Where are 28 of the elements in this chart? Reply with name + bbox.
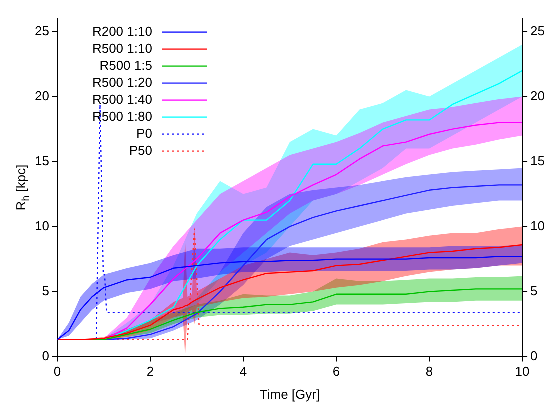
y-tick-label: 5 xyxy=(42,283,50,298)
legend-label: R500 1:40 xyxy=(92,92,152,107)
y-axis-title: Rh [kpc] xyxy=(14,164,32,211)
y2-tick-label: 10 xyxy=(530,218,546,234)
legend-label: R500 1:5 xyxy=(100,58,152,73)
y-tick-label: 10 xyxy=(34,218,50,234)
y2-tick-label: 15 xyxy=(530,153,546,168)
y2-tick-label: 25 xyxy=(530,23,546,38)
x-tick-label: 10 xyxy=(515,364,530,380)
x-tick-label: 6 xyxy=(332,364,340,380)
legend-label: P0 xyxy=(136,126,152,141)
legend-label: R500 1:10 xyxy=(92,40,152,56)
y2-tick-label: 5 xyxy=(530,283,538,298)
x-tick-label: 0 xyxy=(54,364,62,380)
y-tick-label: 15 xyxy=(34,153,50,168)
legend-label: R200 1:10 xyxy=(92,24,152,39)
x-tick-label: 8 xyxy=(426,364,434,380)
legend-label: R500 1:20 xyxy=(92,74,152,90)
x-tick-label: 4 xyxy=(240,364,248,380)
y-tick-label: 20 xyxy=(34,88,50,104)
y-tick-label: 0 xyxy=(42,348,50,364)
x-axis-title: Time [Gyr] xyxy=(260,386,320,402)
y2-tick-label: 20 xyxy=(530,88,546,104)
y-tick-label: 25 xyxy=(34,23,50,38)
legend-label: R500 1:80 xyxy=(92,108,152,124)
legend-label: P50 xyxy=(129,142,152,158)
y2-tick-label: 0 xyxy=(530,348,538,364)
x-tick-label: 2 xyxy=(146,364,154,380)
